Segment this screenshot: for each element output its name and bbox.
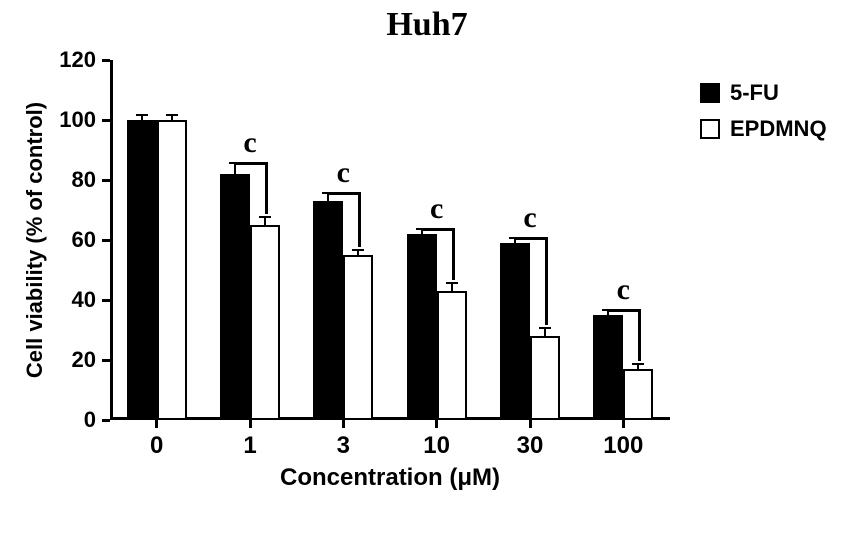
x-tick-label: 100 bbox=[603, 432, 643, 460]
significance-label: c bbox=[617, 273, 630, 307]
bar bbox=[407, 234, 437, 420]
bar bbox=[313, 201, 343, 420]
legend-item-5fu: 5-FU bbox=[700, 80, 827, 106]
bar bbox=[593, 315, 623, 420]
plot-area: 02040608010012001c3c10c30c100c bbox=[110, 60, 670, 420]
legend-label-epdmnq: EPDMNQ bbox=[730, 116, 827, 142]
legend-item-epdmnq: EPDMNQ bbox=[700, 116, 827, 142]
bar bbox=[157, 120, 187, 420]
x-tick bbox=[249, 420, 252, 428]
x-tick bbox=[529, 420, 532, 428]
error-bar-cap bbox=[632, 363, 644, 365]
legend-swatch-5fu bbox=[700, 83, 720, 103]
y-tick-label: 40 bbox=[50, 287, 96, 313]
significance-bracket-hline bbox=[608, 309, 641, 312]
y-tick bbox=[102, 359, 110, 362]
significance-label: c bbox=[243, 126, 256, 160]
legend: 5-FU EPDMNQ bbox=[700, 80, 827, 152]
significance-bracket-vline bbox=[638, 309, 641, 361]
y-tick bbox=[102, 119, 110, 122]
error-bar-cap bbox=[446, 282, 458, 284]
x-tick bbox=[622, 420, 625, 428]
significance-bracket-vline bbox=[452, 228, 455, 280]
significance-bracket-vline bbox=[358, 192, 361, 247]
error-bar-cap bbox=[136, 114, 148, 116]
significance-label: c bbox=[523, 201, 536, 235]
bar bbox=[127, 120, 157, 420]
significance-bracket-vline bbox=[545, 237, 548, 325]
y-tick-label: 80 bbox=[50, 167, 96, 193]
x-tick-label: 0 bbox=[150, 432, 163, 460]
y-axis-label: Cell viability (% of control) bbox=[22, 102, 48, 378]
x-axis-label: Concentration (μM) bbox=[110, 464, 670, 492]
y-tick bbox=[102, 239, 110, 242]
x-tick bbox=[342, 420, 345, 428]
bar bbox=[220, 174, 250, 420]
chart-title: Huh7 bbox=[0, 6, 854, 44]
legend-swatch-epdmnq bbox=[700, 119, 720, 139]
error-bar-cap bbox=[352, 249, 364, 251]
x-tick-label: 10 bbox=[423, 432, 450, 460]
error-bar-cap bbox=[539, 327, 551, 329]
significance-bracket-hline bbox=[235, 162, 268, 165]
bar bbox=[500, 243, 530, 420]
y-tick bbox=[102, 59, 110, 62]
bar bbox=[437, 291, 467, 420]
y-tick bbox=[102, 299, 110, 302]
significance-bracket-hline bbox=[328, 192, 361, 195]
y-tick-label: 20 bbox=[50, 347, 96, 373]
y-tick bbox=[102, 419, 110, 422]
significance-bracket-hline bbox=[422, 228, 455, 231]
y-tick-label: 120 bbox=[50, 47, 96, 73]
y-tick bbox=[102, 179, 110, 182]
bar bbox=[530, 336, 560, 420]
y-tick-label: 100 bbox=[50, 107, 96, 133]
legend-label-5fu: 5-FU bbox=[730, 80, 779, 106]
error-bar-cap bbox=[259, 216, 271, 218]
x-tick bbox=[155, 420, 158, 428]
bar bbox=[250, 225, 280, 420]
x-tick-label: 3 bbox=[337, 432, 350, 460]
y-tick-label: 60 bbox=[50, 227, 96, 253]
y-tick-label: 0 bbox=[50, 407, 96, 433]
significance-label: c bbox=[337, 156, 350, 190]
error-bar-cap bbox=[166, 114, 178, 116]
x-axis-line bbox=[110, 417, 670, 420]
chart-root: Huh7 Cell viability (% of control) 02040… bbox=[0, 0, 854, 533]
significance-label: c bbox=[430, 192, 443, 226]
bar bbox=[623, 369, 653, 420]
y-axis-line bbox=[110, 60, 113, 420]
significance-bracket-vline bbox=[265, 162, 268, 214]
x-tick bbox=[435, 420, 438, 428]
significance-bracket-hline bbox=[515, 237, 548, 240]
x-tick-label: 30 bbox=[517, 432, 544, 460]
x-tick-label: 1 bbox=[243, 432, 256, 460]
bar bbox=[343, 255, 373, 420]
